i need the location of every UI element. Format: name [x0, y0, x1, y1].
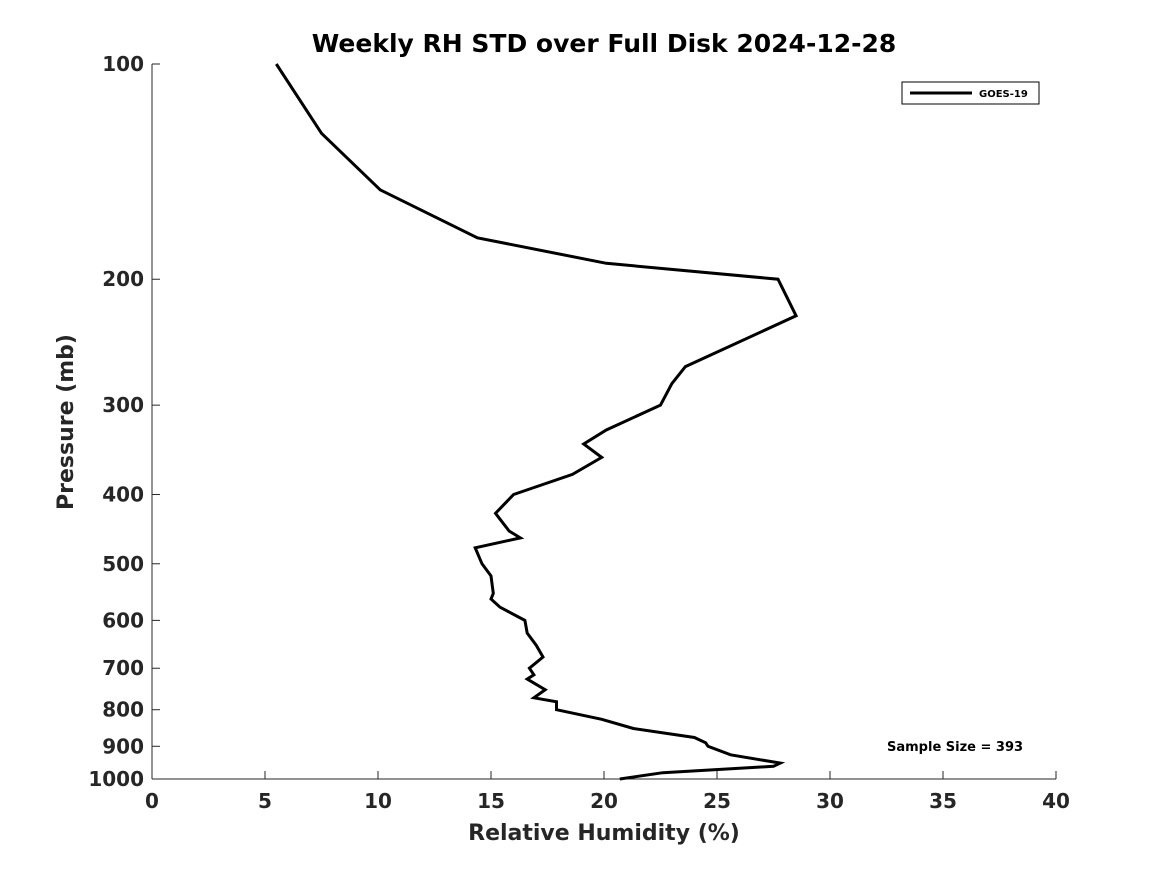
- x-tick-label: 30: [816, 789, 844, 813]
- y-axis-label: Pressure (mb): [54, 334, 79, 510]
- y-tick-label: 700: [102, 656, 144, 680]
- x-axis-ticks: 0 5 10 15 20 25 30 35 40: [145, 771, 1070, 813]
- y-tick-label: 400: [102, 482, 144, 506]
- chart-title: Weekly RH STD over Full Disk 2024-12-28: [312, 29, 897, 58]
- legend-label-goes-19: GOES-19: [979, 89, 1028, 100]
- y-tick-label: 500: [102, 552, 144, 576]
- series-layer: [275, 63, 799, 781]
- x-tick-label: 5: [258, 789, 272, 813]
- x-tick-label: 25: [703, 789, 731, 813]
- x-tick-label: 20: [590, 789, 618, 813]
- x-tick-label: 35: [929, 789, 957, 813]
- legend: GOES-19: [901, 81, 1040, 105]
- y-tick-label: 100: [102, 52, 144, 76]
- x-tick-label: 0: [145, 789, 159, 813]
- x-tick-label: 40: [1042, 789, 1070, 813]
- y-tick-label: 1000: [88, 767, 144, 791]
- x-axis-label: Relative Humidity (%): [468, 821, 740, 846]
- sample-size-annotation: Sample Size = 393: [887, 740, 1023, 755]
- x-tick-label: 10: [364, 789, 392, 813]
- x-tick-label: 15: [477, 789, 505, 813]
- series-line-goes-19: [275, 63, 799, 781]
- y-axis-ticks: 100 200 300 400 500 600 700 800 900 1000: [88, 52, 160, 791]
- y-tick-label: 800: [102, 698, 144, 722]
- y-tick-label: 600: [102, 608, 144, 632]
- y-tick-label: 200: [102, 267, 144, 291]
- y-tick-label: 900: [102, 734, 144, 758]
- y-tick-label: 300: [102, 393, 144, 417]
